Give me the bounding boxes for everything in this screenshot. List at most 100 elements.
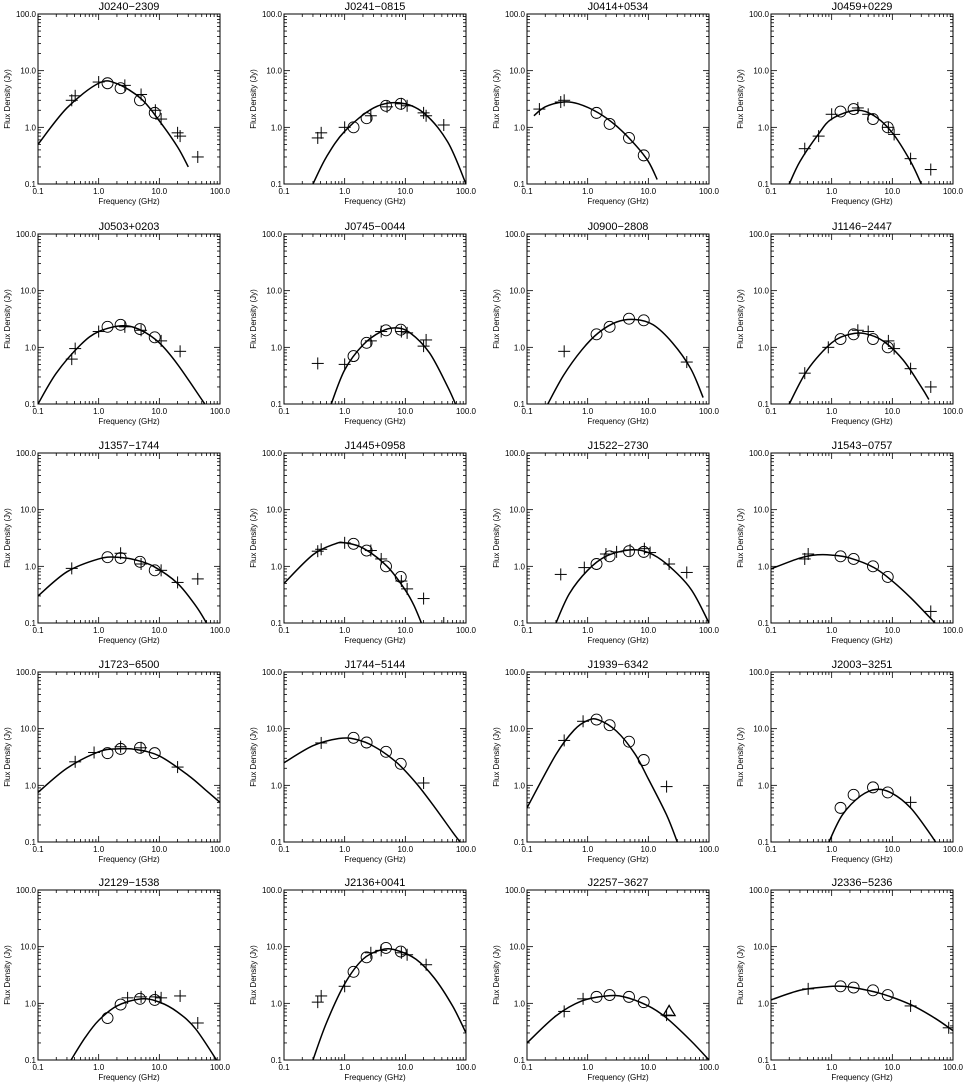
chart-title: J2336−5236 — [832, 877, 893, 889]
chart-title: J1445+0958 — [345, 440, 406, 452]
x-tick-label: 0.1 — [765, 407, 777, 416]
x-tick-label: 100.0 — [943, 626, 964, 635]
cross-point — [171, 126, 184, 139]
x-tick-label: 0.1 — [765, 626, 777, 635]
x-tick-label: 1.0 — [582, 407, 594, 416]
y-tick-label: 1.0 — [514, 123, 526, 132]
circle-point — [603, 989, 616, 1002]
cross-point — [149, 104, 162, 117]
fit-curve — [38, 747, 220, 803]
y-tick-label: 100.0 — [505, 886, 526, 895]
circle-point — [847, 552, 860, 565]
cross-point — [882, 121, 895, 134]
circle-point — [847, 981, 860, 994]
y-tick-label: 100.0 — [749, 449, 770, 458]
cross-point — [395, 325, 408, 338]
cross-point — [69, 89, 82, 102]
chart-panel: J1357−1744 0.1 1.0 10.0 100.0 0.1 1.0 10.0 100.0… — [3, 440, 231, 645]
y-tick-label: 100.0 — [749, 886, 770, 895]
x-tick-label: 100.0 — [699, 845, 720, 854]
circle-point — [834, 550, 847, 563]
cross-point — [315, 736, 328, 749]
x-axis-label: Frequency (GHz) — [831, 417, 893, 426]
x-tick-label: 10.0 — [885, 187, 901, 196]
cross-point — [92, 76, 105, 89]
plot-frame — [283, 452, 467, 624]
circle-point — [590, 558, 603, 570]
cross-point — [155, 991, 168, 1004]
cross-point — [554, 568, 567, 581]
y-tick-label: 0.1 — [514, 180, 526, 189]
y-axis-label: Flux Density (Jy) — [249, 945, 258, 1005]
y-tick-label: 1.0 — [271, 999, 283, 1008]
y-tick-label: 10.0 — [20, 943, 36, 952]
fit-curve — [828, 788, 937, 842]
chart-title: J0241−0815 — [345, 1, 406, 13]
x-tick-label: 100.0 — [943, 845, 964, 854]
cross-point — [904, 362, 917, 375]
circle-point — [847, 788, 860, 801]
circle-point — [114, 998, 127, 1011]
cross-point — [171, 576, 184, 589]
cross-point — [65, 562, 78, 575]
x-tick-label: 100.0 — [943, 1063, 964, 1072]
cross-point — [644, 546, 657, 559]
cross-point — [364, 544, 377, 557]
x-axis-label: Frequency (GHz) — [98, 636, 160, 645]
circle-point — [148, 747, 161, 760]
cross-point — [942, 1021, 953, 1034]
y-tick-label: 0.1 — [514, 619, 526, 628]
fit-curve — [70, 997, 218, 1060]
circle-point — [101, 77, 114, 90]
cross-point — [395, 97, 408, 110]
cross-point — [311, 131, 324, 144]
circle-point — [134, 555, 146, 568]
cross-point — [191, 1016, 204, 1029]
y-axis-label: Flux Density (Jy) — [736, 69, 745, 129]
x-axis-label: Frequency (GHz) — [831, 855, 893, 864]
circle-point — [347, 537, 360, 550]
fit-curve — [284, 737, 461, 842]
cross-point — [533, 103, 546, 116]
circle-point — [603, 117, 616, 130]
cross-point — [315, 543, 328, 556]
cross-point — [135, 557, 148, 570]
x-tick-label: 1.0 — [93, 187, 105, 196]
y-tick-label: 100.0 — [16, 449, 37, 458]
y-axis-label: Flux Density (Jy) — [736, 508, 745, 568]
x-axis-label: Frequency (GHz) — [831, 636, 893, 645]
x-tick-label: 100.0 — [456, 626, 477, 635]
fit-curve — [284, 541, 423, 623]
y-tick-label: 10.0 — [753, 287, 769, 296]
chart-title: J1146−2447 — [832, 221, 892, 233]
x-tick-label: 100.0 — [456, 187, 477, 196]
circle-point — [360, 112, 373, 125]
y-tick-label: 1.0 — [758, 123, 770, 132]
circle-point — [881, 570, 894, 583]
cross-point — [338, 536, 351, 549]
y-tick-label: 1.0 — [271, 781, 283, 790]
circle-point — [101, 551, 114, 564]
y-tick-label: 0.1 — [514, 838, 526, 847]
cross-point — [420, 958, 433, 971]
chart-panel: J1939−6342 0.1 1.0 10.0 100.0 0.1 1.0 10.0 100.0… — [492, 659, 720, 864]
circle-point — [881, 989, 894, 1002]
y-tick-label: 100.0 — [505, 230, 526, 239]
fit-curve — [771, 553, 936, 623]
y-tick-label: 10.0 — [509, 287, 525, 296]
x-tick-label: 100.0 — [943, 407, 964, 416]
y-tick-label: 10.0 — [753, 67, 769, 76]
y-tick-label: 0.1 — [271, 619, 283, 628]
cross-point — [191, 150, 204, 163]
chart-panel: J2003−3251 0.1 1.0 10.0 100.0 0.1 1.0 10.0 100.0… — [736, 659, 964, 864]
x-tick-label: 100.0 — [699, 407, 720, 416]
fit-curve — [788, 109, 922, 184]
x-tick-label: 1.0 — [339, 626, 351, 635]
chart-title: J1543−0757 — [832, 440, 893, 452]
chart-panel: J1445+0958 0.1 1.0 10.0 100.0 0.1 1.0 10.0 100.0… — [249, 440, 477, 645]
x-tick-label: 0.1 — [521, 407, 533, 416]
y-tick-label: 0.1 — [758, 619, 770, 628]
cross-point — [375, 944, 388, 957]
y-tick-label: 100.0 — [505, 10, 526, 19]
circle-point — [380, 745, 392, 758]
